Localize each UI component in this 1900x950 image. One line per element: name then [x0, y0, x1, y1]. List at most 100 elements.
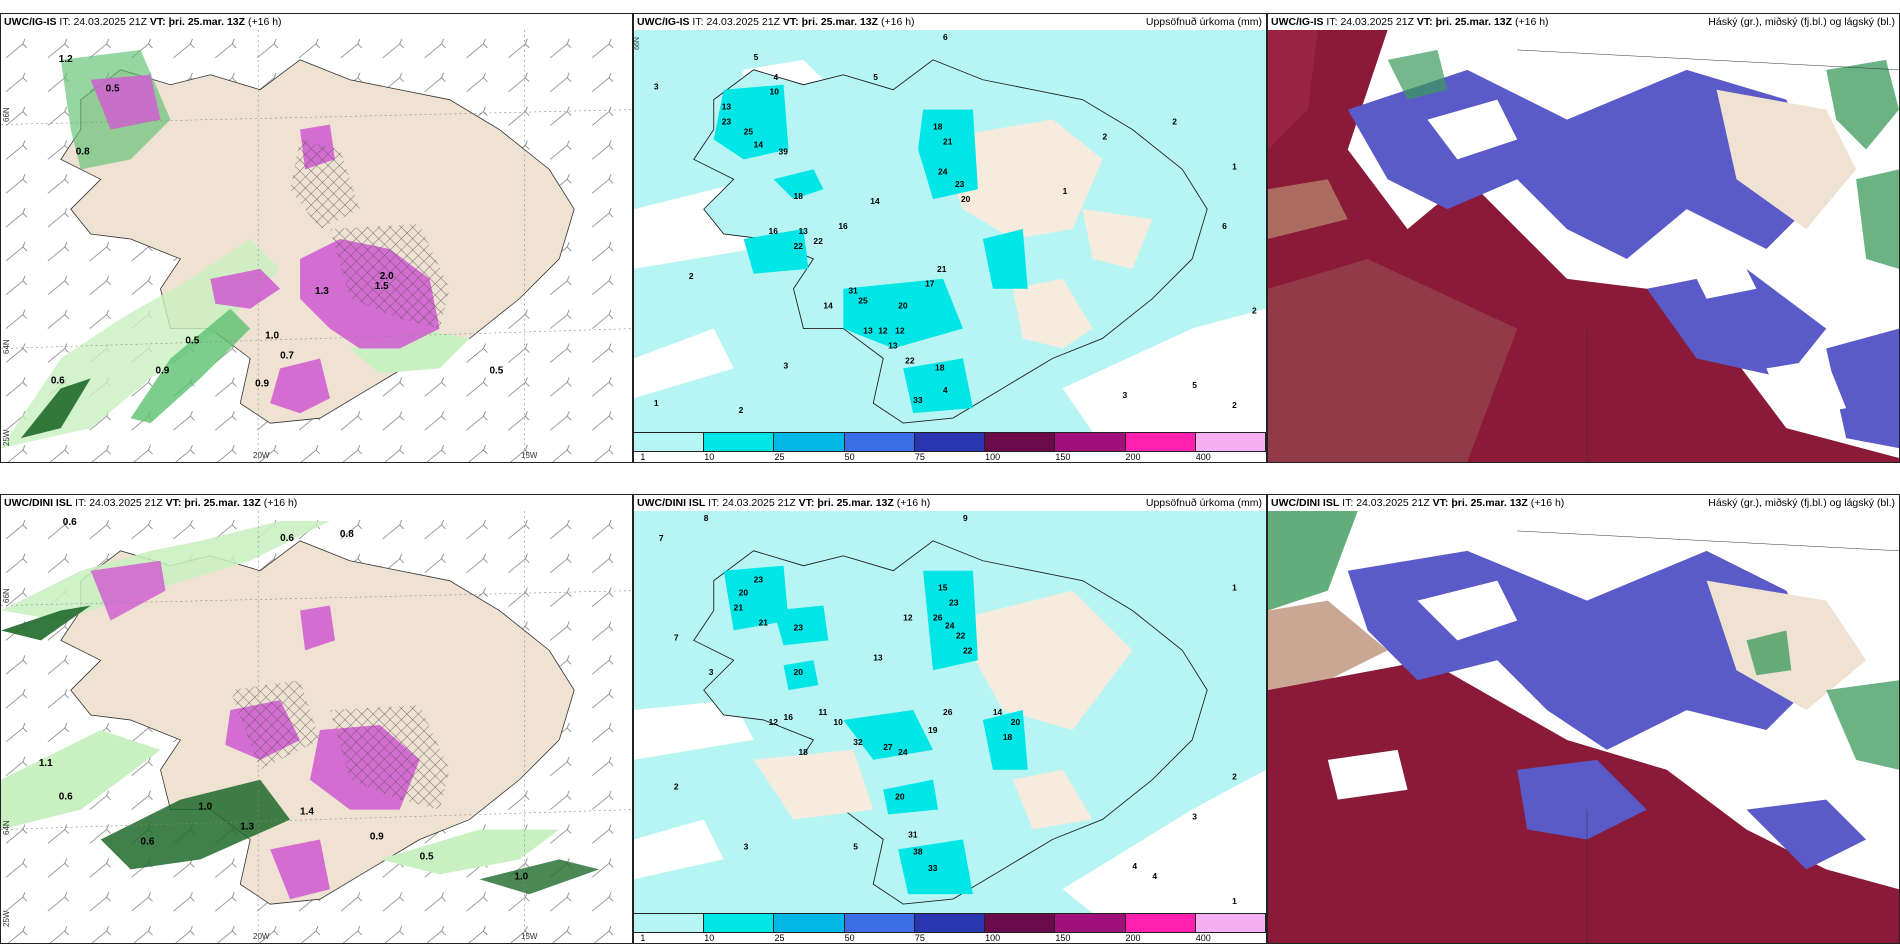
precip-label: 5: [853, 841, 858, 851]
lead-time: (+16 h): [263, 497, 298, 509]
precip-label: 11: [818, 707, 827, 717]
colorbar-label: 400: [1195, 452, 1211, 462]
precip-label: 18: [798, 747, 808, 757]
precip-panel-dini: UWC/DINI ISL IT: 24.03.2025 21Z VT: þri.…: [633, 494, 1267, 944]
it-value: 24.03.2025 21Z: [706, 16, 780, 28]
model-name: UWC/DINI ISL: [4, 497, 73, 509]
precip-label: 6: [943, 32, 948, 42]
wind-map: 1.2 0.5 0.8 0.9 1.3 1.5 2.0 1.0 0.5 0.6 …: [1, 30, 632, 462]
colorbar-label: 100: [985, 933, 1001, 943]
precip-label: 5: [754, 52, 759, 62]
colorbar-swatch: [1125, 433, 1196, 451]
it-value: 24.03.2025 21Z: [1340, 16, 1414, 28]
colorbar-swatch: [634, 433, 705, 451]
precip-label: 22: [813, 236, 823, 246]
cloud-map: [1268, 511, 1899, 943]
lead-time: (+16 h): [896, 497, 931, 509]
precip-title: Uppsöfnuð úrkoma (mm): [1145, 497, 1262, 509]
colorbar-label: 25: [774, 933, 785, 943]
it-label: IT:: [59, 16, 71, 28]
wind-label: 0.6: [59, 792, 73, 803]
vt-value: þri. 25.mar. 13Z: [817, 497, 894, 509]
precip-label: 26: [943, 707, 953, 717]
colorbar-label: 100: [985, 452, 1001, 462]
wind-label: 0.7: [280, 350, 294, 361]
colorbar-swatch: [1055, 433, 1126, 451]
precip-label: 20: [1011, 717, 1021, 727]
precip-label: 20: [793, 667, 803, 677]
wind-label: 0.6: [51, 375, 65, 386]
cloud-title: Háský (gr.), miðský (fj.bl.) og lágský (…: [1708, 497, 1895, 509]
wind-label: 1.0: [514, 871, 528, 882]
precip-label: 22: [956, 630, 966, 640]
precip-label: 2: [1103, 131, 1108, 141]
colorbar-swatch: [704, 914, 775, 932]
precip-label: 13: [873, 652, 883, 662]
wind-label: 0.5: [185, 336, 199, 347]
precip-label: 22: [793, 241, 803, 251]
precip-label: 3: [1192, 811, 1197, 821]
colorbar-swatch: [1195, 433, 1266, 451]
lon-label: 15W: [521, 932, 538, 941]
precip-label: 25: [744, 126, 754, 136]
vt-value: þri. 25.mar. 13Z: [801, 16, 879, 28]
precip-map: 3 5 4 6 5 10 13 23 25 14 39 18 16 13 22 …: [634, 30, 1266, 432]
colorbar-label: 1: [640, 933, 646, 943]
precip-label: 3: [744, 841, 749, 851]
colorbar-label: 400: [1195, 933, 1211, 943]
lead-time: (+16 h): [1530, 497, 1565, 509]
wind-label: 1.0: [198, 802, 212, 813]
colorbar-swatch: [844, 914, 915, 932]
lat-label: 25W: [2, 910, 11, 927]
wind-label: 0.5: [420, 851, 434, 862]
vt-label: VT:: [1416, 16, 1433, 28]
wind-label: 1.2: [59, 54, 73, 65]
precip-label: 23: [955, 179, 965, 189]
wind-label: 0.6: [141, 836, 155, 847]
lat-label: 25W: [2, 429, 11, 446]
wind-label: 0.9: [156, 365, 170, 376]
vt-label: VT:: [149, 16, 166, 28]
panel-header: UWC/IG-IS IT: 24.03.2025 21Z VT: þri. 25…: [634, 14, 1266, 30]
precip-label: 14: [993, 707, 1003, 717]
lat-label: 66N: [2, 588, 11, 603]
precip-label: 27: [883, 742, 893, 752]
wind-map-svg: 1.2 0.5 0.8 0.9 1.3 1.5 2.0 1.0 0.5 0.6 …: [1, 30, 632, 462]
precip-label: 1: [1232, 896, 1237, 906]
model-name: UWC/IG-IS: [1271, 16, 1324, 28]
precip-label: 7: [659, 533, 664, 543]
precip-label: 1: [1232, 161, 1237, 171]
lead-time: (+16 h): [1514, 16, 1549, 28]
model-name: UWC/IG-IS: [637, 16, 690, 28]
precip-label: 14: [870, 196, 880, 206]
precip-label: 24: [938, 166, 948, 176]
precip-label: 4: [1132, 861, 1137, 871]
wind-label: 1.3: [315, 286, 329, 297]
precip-label: 20: [961, 194, 971, 204]
precip-label: 15: [938, 583, 948, 593]
precip-label: 2: [739, 405, 744, 415]
lead-time: (+16 h): [247, 16, 282, 28]
colorbar-swatch: [1055, 914, 1126, 932]
colorbar-label: 10: [704, 452, 715, 462]
colorbar-label: 75: [914, 452, 925, 462]
precip-label: 19: [928, 725, 938, 735]
wind-map: 0.6 0.6 0.8 1.1 0.6 1.0 0.6 1.3 0.9 1.4 …: [1, 511, 632, 943]
colorbar-swatch: [985, 914, 1056, 932]
precip-title: Uppsöfnuð úrkoma (mm): [1145, 16, 1262, 28]
it-value: 24.03.2025 21Z: [89, 497, 163, 509]
cloud-panel-dini: UWC/DINI ISL IT: 24.03.2025 21Z VT: þri.…: [1267, 494, 1900, 944]
precip-label: 2: [1252, 306, 1257, 316]
precip-map-svg: 8 7 9 3 20 21 23 21 23 20 18 32 27 24 20…: [634, 511, 1266, 913]
precip-label: 16: [784, 712, 794, 722]
wind-label: 0.8: [76, 146, 90, 157]
wind-label: 1.3: [240, 822, 254, 833]
precip-label: 21: [759, 617, 769, 627]
precip-label: 25: [858, 296, 868, 306]
precip-label: 20: [898, 301, 908, 311]
precip-label: 3: [1122, 390, 1127, 400]
wind-label: 2.0: [380, 271, 394, 282]
precip-label: 3: [654, 82, 659, 92]
precip-colorbar: 1 10 25 50 75 100 150 200 400: [634, 432, 1266, 462]
precip-label: 5: [1192, 380, 1197, 390]
